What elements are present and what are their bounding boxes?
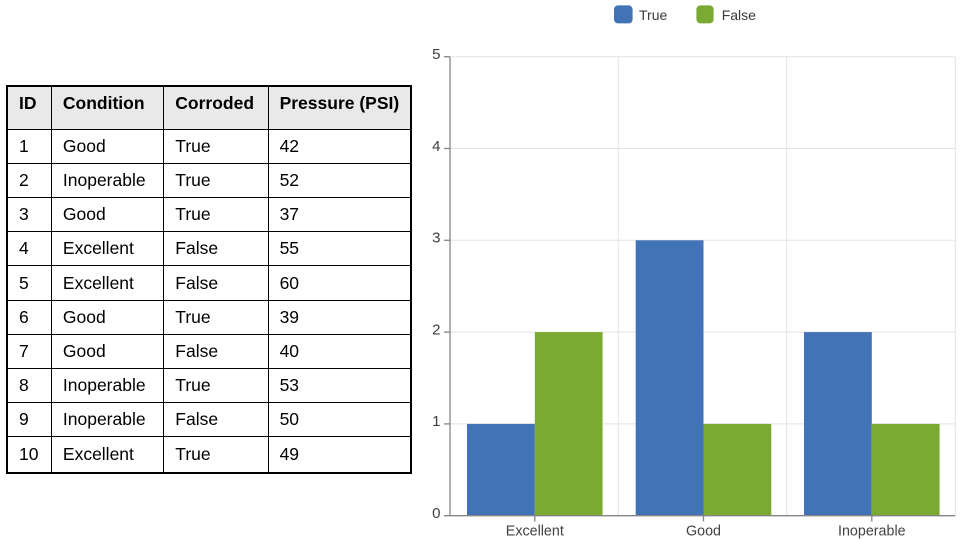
svg-text:2: 2 bbox=[432, 321, 440, 338]
svg-text:Inoperable: Inoperable bbox=[838, 524, 906, 540]
svg-text:1: 1 bbox=[432, 413, 440, 430]
svg-text:4: 4 bbox=[432, 138, 440, 155]
svg-text:Excellent: Excellent bbox=[506, 524, 564, 540]
svg-text:0: 0 bbox=[432, 505, 440, 522]
svg-text:False: False bbox=[722, 7, 756, 23]
svg-text:5: 5 bbox=[432, 46, 440, 63]
svg-text:3: 3 bbox=[432, 230, 440, 247]
svg-text:Good: Good bbox=[686, 524, 721, 540]
svg-text:True: True bbox=[639, 7, 667, 23]
